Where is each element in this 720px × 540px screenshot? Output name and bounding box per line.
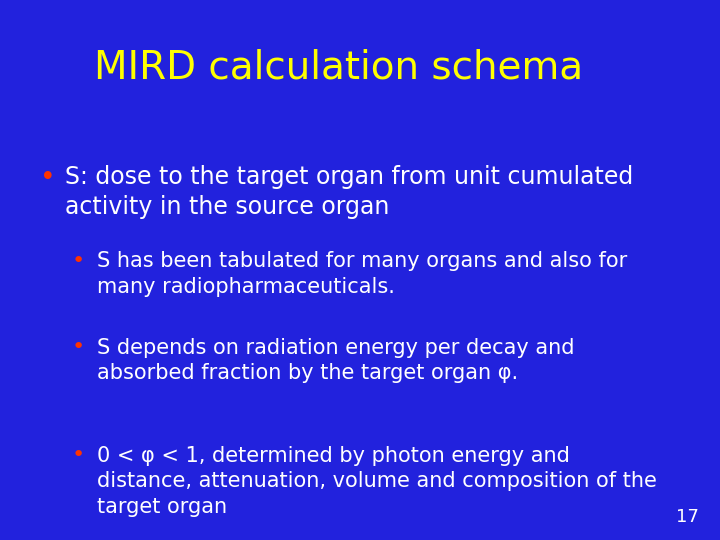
Text: S depends on radiation energy per decay and
absorbed fraction by the target orga: S depends on radiation energy per decay … (97, 338, 575, 383)
Text: MIRD calculation schema: MIRD calculation schema (94, 49, 582, 86)
Text: 0 < φ < 1, determined by photon energy and
distance, attenuation, volume and com: 0 < φ < 1, determined by photon energy a… (97, 446, 657, 517)
Text: •: • (40, 165, 55, 191)
Text: •: • (72, 446, 85, 465)
Text: 17: 17 (675, 509, 698, 526)
Text: S: dose to the target organ from unit cumulated
activity in the source organ: S: dose to the target organ from unit cu… (65, 165, 633, 219)
Text: •: • (72, 338, 85, 357)
Text: •: • (72, 251, 85, 271)
Text: S has been tabulated for many organs and also for
many radiopharmaceuticals.: S has been tabulated for many organs and… (97, 251, 627, 296)
